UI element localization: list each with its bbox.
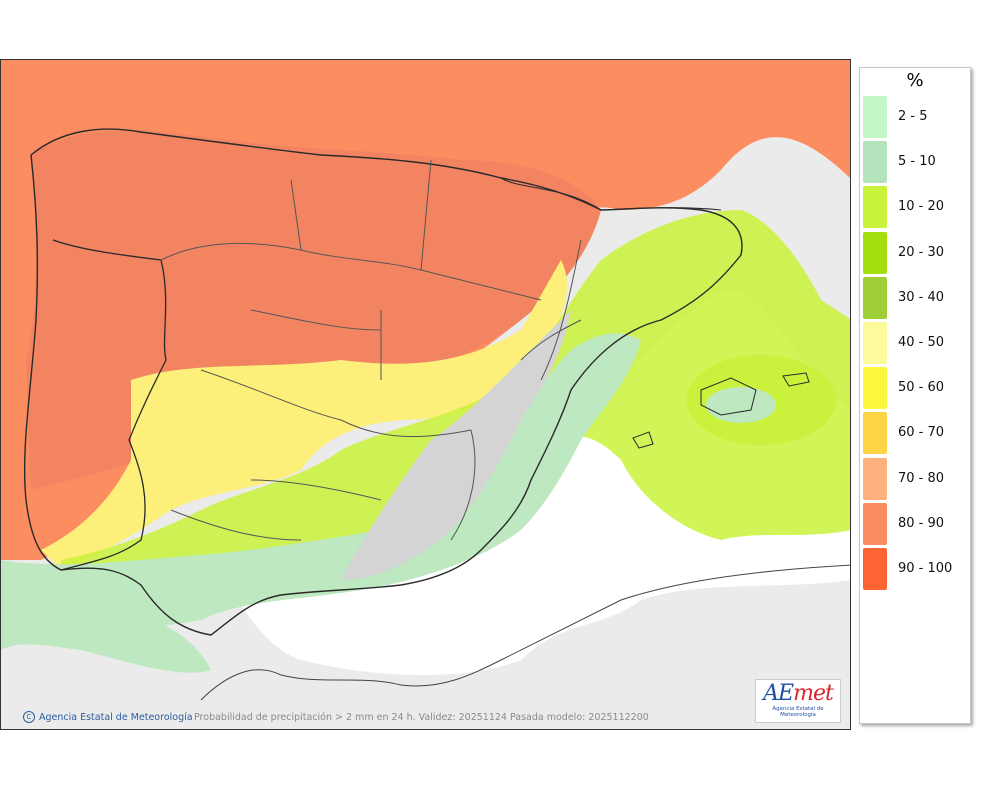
balearic-light-area: [706, 387, 776, 423]
legend-item: 5 - 10: [863, 141, 968, 184]
legend-item: 40 - 50: [863, 322, 968, 364]
color-legend: % 2 - 5 5 - 10 10 - 20 20 - 30 30 - 40 40 - 5…: [859, 67, 971, 724]
legend-item: 90 - 100: [863, 548, 968, 590]
legend-label: 30 - 40: [898, 289, 945, 305]
legend-swatch: [863, 141, 887, 184]
legend-item: 2 - 5: [863, 96, 968, 138]
region-borders: [160, 159, 582, 541]
aemet-logo-subtitle: Agencia Estatal de Meteorología: [772, 706, 824, 718]
mallorca-island: [700, 377, 757, 416]
legend-title: %: [906, 70, 924, 91]
legend-item: 50 - 60: [863, 367, 968, 410]
map-caption: Probabilidad de precipitación > 2 mm en …: [194, 712, 649, 723]
legend-item: 80 - 90: [863, 502, 968, 545]
portugal-border: [52, 239, 167, 571]
legend-swatch: [863, 412, 887, 455]
legend-swatch: [863, 96, 887, 138]
legend-label: 60 - 70: [898, 425, 945, 441]
southeast-low-area: [341, 310, 571, 580]
legend-swatch: [863, 548, 887, 590]
menorca-island: [782, 372, 810, 387]
band-40-70: [41, 260, 568, 570]
legend-label: 70 - 80: [898, 470, 945, 486]
legend-label: 5 - 10: [898, 154, 936, 170]
legend-label: 90 - 100: [898, 561, 953, 576]
legend-label: 50 - 60: [898, 380, 945, 396]
legend-swatch: [863, 231, 887, 274]
france-border: [500, 177, 722, 211]
legend-swatch: [863, 367, 887, 410]
legend-item: 70 - 80: [863, 457, 968, 500]
agency-credit-text: Agencia Estatal de Meteorología: [39, 711, 193, 723]
agency-credit: C Agencia Estatal de Meteorología: [23, 711, 193, 723]
legend-label: 20 - 30: [898, 244, 945, 260]
legend-item: 20 - 30: [863, 231, 968, 274]
legend-swatch: [863, 276, 887, 319]
band-10-40: [61, 210, 850, 600]
map-canvas: [1, 60, 850, 729]
aemet-logo: AEmet Agencia Estatal de Meteorología: [755, 679, 841, 723]
band-2-10: [1, 333, 641, 640]
legend-item: 10 - 20: [863, 186, 968, 229]
atlantic-south-green: [1, 580, 211, 673]
iberia-coastline: [23, 128, 743, 636]
legend-label: 40 - 50: [898, 335, 945, 350]
legend-item: 60 - 70: [863, 412, 968, 455]
legend-swatch: [863, 457, 887, 500]
copyright-icon: C: [23, 711, 35, 723]
legend-item: 30 - 40: [863, 276, 968, 319]
aemet-logo-word: AEmet: [763, 681, 834, 706]
north-africa-coast: [200, 564, 850, 701]
legend-label: 2 - 5: [898, 109, 928, 124]
precipitation-probability-map[interactable]: C Agencia Estatal de Meteorología Probab…: [0, 59, 851, 730]
legend-label: 10 - 20: [898, 199, 945, 215]
legend-swatch: [863, 322, 887, 364]
legend-swatch: [863, 186, 887, 229]
legend-swatch: [863, 502, 887, 545]
north-iberia-high-probability: [26, 130, 601, 491]
ibiza-island: [632, 431, 654, 449]
legend-label: 80 - 90: [898, 515, 945, 531]
